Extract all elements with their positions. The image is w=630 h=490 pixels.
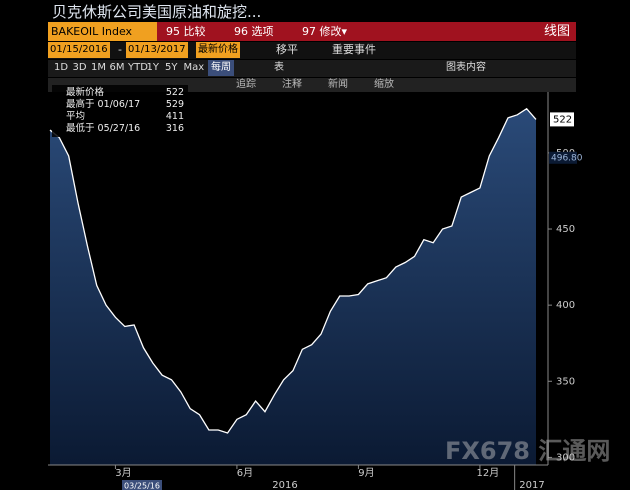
start-date[interactable]: 01/15/2016: [48, 42, 110, 58]
last-value-bg: [550, 112, 574, 127]
x-tick-label: 3月: [115, 467, 131, 479]
compare-btn[interactable]: 95 比较: [166, 25, 206, 38]
year-label: 2017: [519, 480, 544, 490]
y-tick-label: 350: [556, 376, 575, 387]
legend-value: 529: [165, 99, 184, 110]
area: [50, 108, 536, 465]
end-date[interactable]: 01/13/2017: [126, 42, 188, 58]
field-select[interactable]: 最新价格: [196, 42, 240, 58]
y-tick-label: 400: [556, 300, 575, 311]
options-btn[interactable]: 96 选项: [234, 25, 274, 38]
last-value-label: 522: [553, 114, 572, 125]
x-tick-label: 6月: [237, 467, 253, 479]
reference-label: 496.80: [551, 153, 583, 163]
view-label: 线图: [544, 24, 571, 39]
table-btn[interactable]: 表: [274, 62, 284, 73]
edit-btn[interactable]: 97 修改▾: [302, 25, 348, 38]
legend-value: 411: [165, 111, 184, 122]
tool-btn[interactable]: 追踪: [236, 79, 256, 90]
legend-row: 平均 411: [54, 111, 186, 123]
y-tick-label: 300: [556, 452, 575, 463]
range-btn[interactable]: 5Y: [165, 62, 178, 73]
range-btn[interactable]: 6M: [109, 62, 125, 73]
legend-row: 最新价格 522: [54, 87, 186, 99]
date-bar: 01/15/2016 - 01/13/2017 最新价格 移平 重要事件: [48, 42, 576, 59]
legend-value: 316: [165, 123, 184, 134]
legend-box: 最新价格 522 最高于 01/06/17 529 平均 411 最低于 05/27/16 3…: [52, 85, 188, 137]
cursor-label: 03/25/16: [124, 482, 160, 490]
year-label: 2016: [272, 480, 297, 490]
legend-row: 最低于 05/27/16 316: [54, 123, 186, 135]
title-bar: 贝克休斯公司美国原油和旋挖...: [48, 0, 576, 22]
range-bar: 每周 表 图表内容 1D 3D 1M 6M YTD 1Y 5Y Max: [48, 60, 576, 77]
reference-bg: [549, 151, 577, 164]
x-tick-label: 12月: [477, 467, 500, 479]
range-btn[interactable]: 3D: [72, 62, 87, 73]
move-btn[interactable]: 移平: [276, 43, 298, 56]
range-btn[interactable]: Max: [183, 62, 205, 73]
command-bar: BAKEOIL Index 95 比较 96 选项 97 修改▾ 线图: [48, 22, 576, 41]
ticker[interactable]: BAKEOIL Index: [48, 22, 157, 41]
title: 贝克休斯公司美国原油和旋挖...: [52, 3, 262, 21]
range-btn[interactable]: 1Y: [146, 62, 159, 73]
legend-label: 最高于 01/06/17: [66, 99, 141, 110]
y-tick-label: 450: [556, 224, 575, 235]
range-btn[interactable]: 1M: [91, 62, 106, 73]
legend-label: 最低于 05/27/16: [66, 123, 141, 134]
tool-btn[interactable]: 缩放: [374, 79, 394, 90]
legend-row: 最高于 01/06/17 529: [54, 99, 186, 111]
tool-btn[interactable]: 注释: [282, 79, 302, 90]
x-tick-label: 9月: [358, 467, 374, 479]
legend-label: 最新价格: [66, 87, 105, 98]
chart-content-btn[interactable]: 图表内容: [446, 62, 486, 73]
cursor-label-bg: [122, 480, 162, 490]
events-btn[interactable]: 重要事件: [332, 43, 376, 56]
range-btn[interactable]: YTD: [128, 62, 148, 73]
date-sep: -: [118, 43, 122, 56]
period-select[interactable]: 每周: [208, 60, 234, 76]
legend-value: 522: [165, 87, 184, 98]
tool-btn[interactable]: 新闻: [328, 79, 348, 90]
line: [49, 107, 537, 434]
legend-label: 平均: [66, 111, 86, 122]
watermark: FX678 汇通网: [445, 437, 610, 465]
range-btn[interactable]: 1D: [54, 62, 69, 73]
